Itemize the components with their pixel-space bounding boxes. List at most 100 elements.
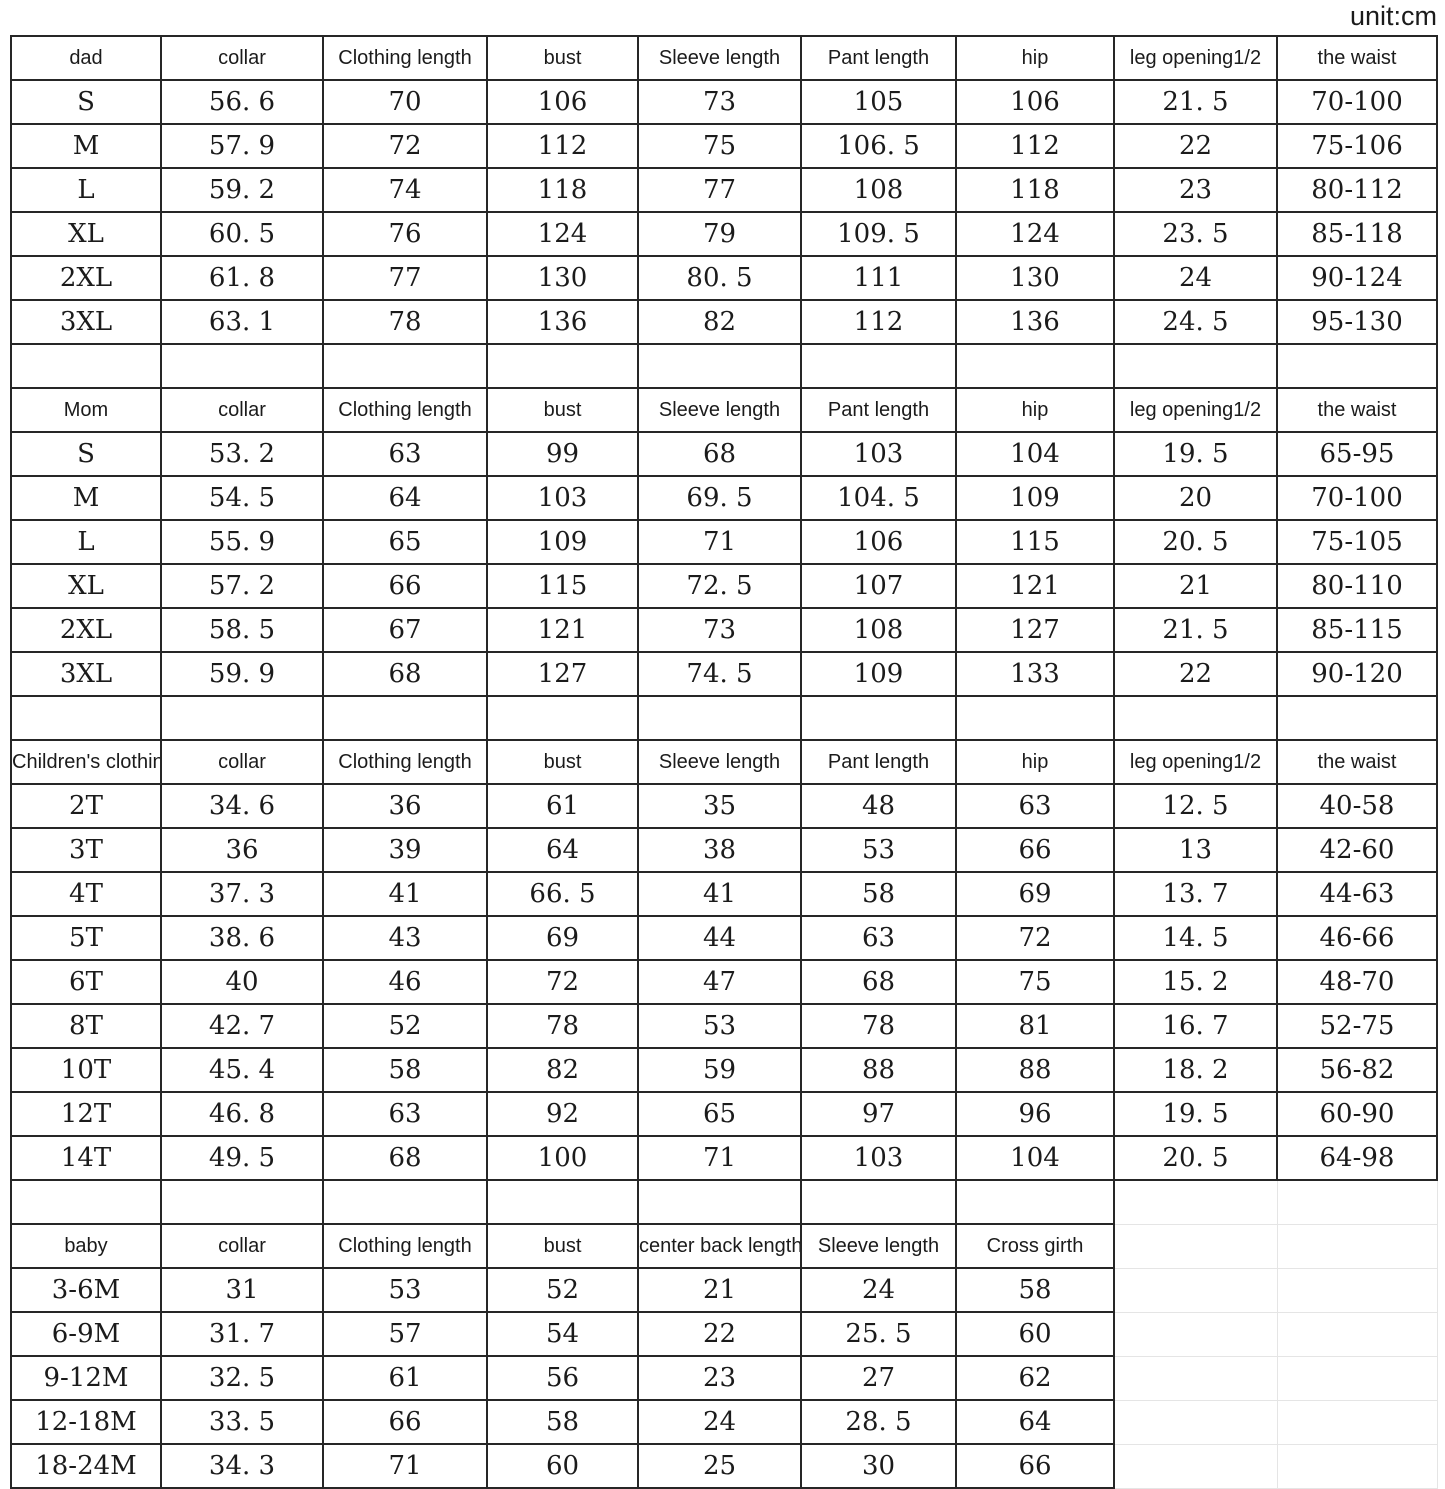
value-cell: 44-63 [1276, 871, 1438, 917]
value-cell: 59. 9 [160, 651, 324, 697]
header-hip: hip [955, 387, 1115, 433]
value-cell: 68 [637, 431, 802, 477]
value-cell: 60 [486, 1443, 639, 1489]
spacer [10, 695, 1438, 741]
value-cell: 63. 1 [160, 299, 324, 345]
ghost-cell [1113, 1443, 1278, 1489]
table-row: 12-18M 33. 5 66 58 24 28. 5 64 [10, 1399, 1438, 1445]
size-label: S [10, 79, 162, 125]
size-label: 14T [10, 1135, 162, 1181]
size-label: M [10, 475, 162, 521]
value-cell: 56-82 [1276, 1047, 1438, 1093]
value-cell: 115 [486, 563, 639, 609]
value-cell: 48-70 [1276, 959, 1438, 1005]
value-cell: 68 [800, 959, 957, 1005]
value-cell: 71 [322, 1443, 488, 1489]
value-cell: 31 [160, 1267, 324, 1313]
size-label: L [10, 167, 162, 213]
value-cell: 109 [955, 475, 1115, 521]
value-cell: 69 [955, 871, 1115, 917]
value-cell: 106 [800, 519, 957, 565]
value-cell: 44 [637, 915, 802, 961]
value-cell: 85-118 [1276, 211, 1438, 257]
value-cell: 72 [322, 123, 488, 169]
size-label: 10T [10, 1047, 162, 1093]
value-cell: 52-75 [1276, 1003, 1438, 1049]
table-row: 8T 42. 7 52 78 53 78 81 16. 7 52-75 [10, 1003, 1438, 1049]
value-cell: 90-124 [1276, 255, 1438, 301]
ghost-cell [1113, 1267, 1278, 1313]
section-dad-header: dad collar Clothing length bust Sleeve l… [10, 35, 1438, 81]
value-cell: 115 [955, 519, 1115, 565]
table-row: 6-9M 31. 7 57 54 22 25. 5 60 [10, 1311, 1438, 1357]
value-cell: 97 [800, 1091, 957, 1137]
value-cell: 41 [637, 871, 802, 917]
size-label: 3-6M [10, 1267, 162, 1313]
value-cell: 22 [1113, 651, 1278, 697]
size-label: 5T [10, 915, 162, 961]
value-cell: 20. 5 [1113, 519, 1278, 565]
value-cell: 52 [486, 1267, 639, 1313]
value-cell: 59 [637, 1047, 802, 1093]
value-cell: 53 [800, 827, 957, 873]
value-cell: 66 [955, 827, 1115, 873]
table-row: 3T 36 39 64 38 53 66 13 42-60 [10, 827, 1438, 873]
value-cell: 45. 4 [160, 1047, 324, 1093]
value-cell: 109. 5 [800, 211, 957, 257]
value-cell: 57. 2 [160, 563, 324, 609]
table-row: L 55. 9 65 109 71 106 115 20. 5 75-105 [10, 519, 1438, 565]
size-label: 12-18M [10, 1399, 162, 1445]
value-cell: 23. 5 [1113, 211, 1278, 257]
table-row: 3-6M 31 53 52 21 24 58 [10, 1267, 1438, 1313]
ghost-cell [1276, 1311, 1438, 1357]
value-cell: 75 [637, 123, 802, 169]
value-cell: 130 [486, 255, 639, 301]
size-label: 3XL [10, 651, 162, 697]
value-cell: 13. 7 [1113, 871, 1278, 917]
value-cell: 66 [322, 563, 488, 609]
value-cell: 95-130 [1276, 299, 1438, 345]
value-cell: 52 [322, 1003, 488, 1049]
value-cell: 34. 3 [160, 1443, 324, 1489]
value-cell: 37. 3 [160, 871, 324, 917]
value-cell: 13 [1113, 827, 1278, 873]
ghost-cell [1113, 1399, 1278, 1445]
value-cell: 56. 6 [160, 79, 324, 125]
value-cell: 38 [637, 827, 802, 873]
ghost-cell [1276, 1179, 1438, 1225]
value-cell: 104 [955, 431, 1115, 477]
value-cell: 88 [955, 1047, 1115, 1093]
value-cell: 60. 5 [160, 211, 324, 257]
value-cell: 80. 5 [637, 255, 802, 301]
value-cell: 80-112 [1276, 167, 1438, 213]
value-cell: 70 [322, 79, 488, 125]
size-label: 3XL [10, 299, 162, 345]
value-cell: 21. 5 [1113, 607, 1278, 653]
table-row: 5T 38. 6 43 69 44 63 72 14. 5 46-66 [10, 915, 1438, 961]
header-pant-length: Pant length [800, 35, 957, 81]
value-cell: 79 [637, 211, 802, 257]
value-cell: 63 [955, 783, 1115, 829]
header-bust: bust [486, 35, 639, 81]
value-cell: 70-100 [1276, 79, 1438, 125]
value-cell: 53. 2 [160, 431, 324, 477]
value-cell: 90-120 [1276, 651, 1438, 697]
value-cell: 68 [322, 1135, 488, 1181]
value-cell: 121 [955, 563, 1115, 609]
value-cell: 65 [322, 519, 488, 565]
value-cell: 46 [322, 959, 488, 1005]
value-cell: 66 [955, 1443, 1115, 1489]
spacer-row [10, 343, 1438, 389]
value-cell: 82 [637, 299, 802, 345]
value-cell: 63 [322, 1091, 488, 1137]
value-cell: 108 [800, 607, 957, 653]
value-cell: 54 [486, 1311, 639, 1357]
header-pant-length: Pant length [800, 387, 957, 433]
size-label: S [10, 431, 162, 477]
ghost-cell [1113, 1223, 1278, 1269]
value-cell: 61. 8 [160, 255, 324, 301]
value-cell: 15. 2 [1113, 959, 1278, 1005]
value-cell: 24. 5 [1113, 299, 1278, 345]
value-cell: 106 [486, 79, 639, 125]
value-cell: 61 [486, 783, 639, 829]
